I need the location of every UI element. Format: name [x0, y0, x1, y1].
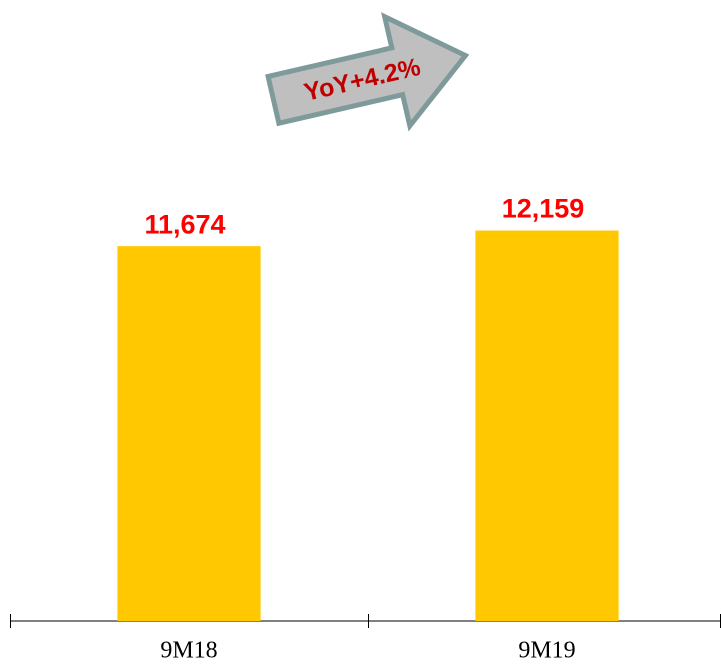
bar: [117, 246, 261, 621]
x-tick-label: 9M19: [518, 638, 575, 664]
bar: [475, 230, 619, 621]
yoy-arrow: YoY+4.2%: [265, 12, 470, 132]
arrow-shape: [265, 12, 470, 132]
value-label: 12,159: [502, 194, 585, 224]
value-label: 11,674: [144, 209, 225, 239]
x-tick-label: 9M18: [160, 638, 217, 664]
